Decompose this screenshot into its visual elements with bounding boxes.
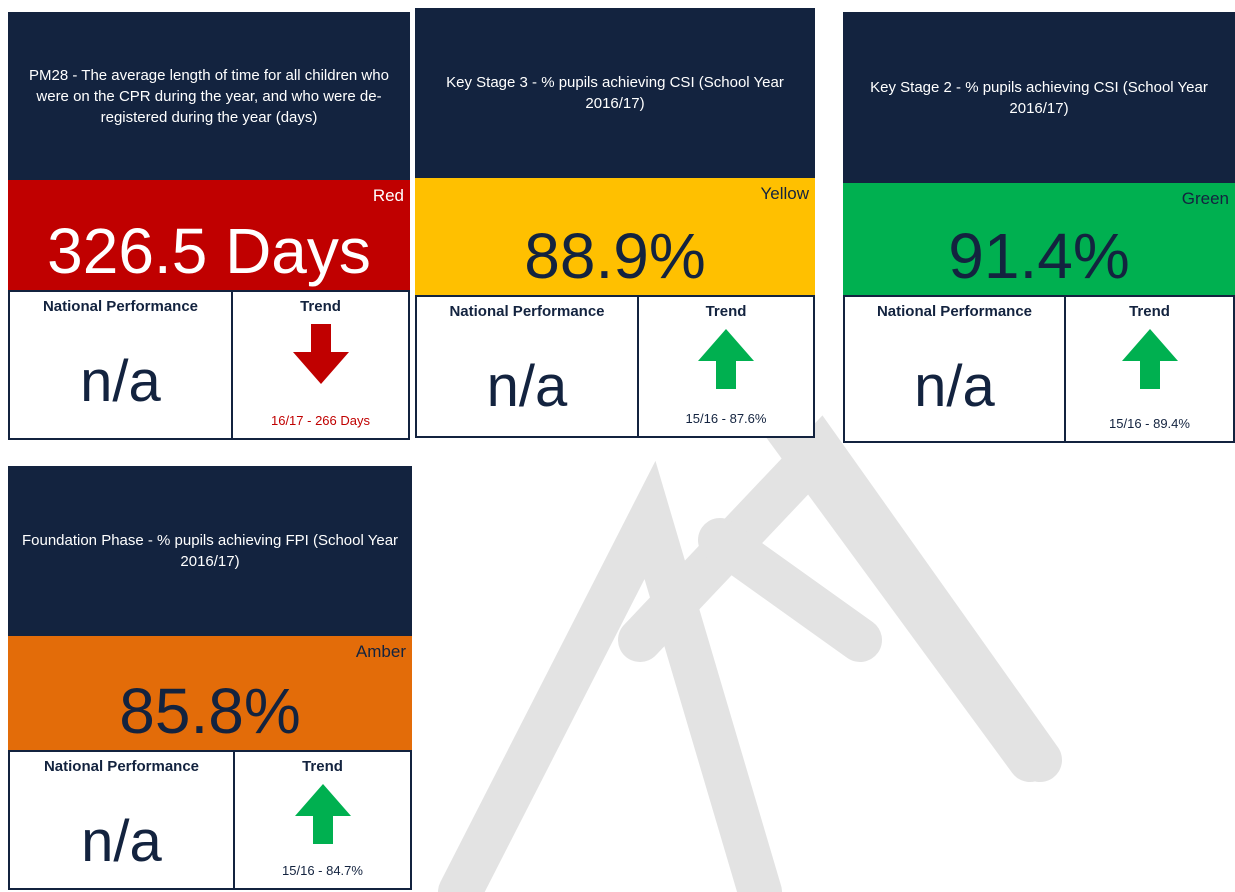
- kpi-card: Foundation Phase - % pupils achieving FP…: [8, 466, 412, 890]
- trend-arrow: [292, 324, 349, 384]
- kpi-value: 85.8%: [119, 675, 301, 747]
- watermark-f-bar: [698, 518, 882, 662]
- trend-text: 15/16 - 87.6%: [685, 411, 767, 426]
- arrow-shape: [1121, 329, 1178, 389]
- national-cell: National Performance n/a: [845, 297, 1066, 441]
- trend-arrow: [698, 329, 754, 389]
- trend-text: 15/16 - 89.4%: [1109, 416, 1190, 431]
- arrow-shape: [292, 324, 349, 384]
- national-value: n/a: [486, 354, 568, 419]
- trend-cell: Trend 15/16 - 87.6%: [639, 297, 813, 436]
- detail-panel: National Performance n/a Trend 15/16 - 89.4…: [843, 295, 1235, 443]
- trend-label: Trend: [1129, 303, 1170, 320]
- trend-label: Trend: [705, 303, 747, 320]
- status-label: Green: [1181, 189, 1229, 208]
- kpi-card: PM28 - The average length of time for al…: [8, 12, 410, 440]
- arrow-shape: [294, 784, 351, 844]
- trend-text: 16/17 - 266 Days: [270, 413, 370, 428]
- trend-text: 15/16 - 84.7%: [282, 863, 363, 878]
- status-band: Green 91.4%: [843, 183, 1235, 295]
- kpi-card: Key Stage 2 - % pupils achieving CSI (Sc…: [843, 12, 1235, 443]
- national-label: National Performance: [876, 303, 1033, 320]
- status-label: Red: [372, 186, 404, 205]
- card-title: Key Stage 2 - % pupils achieving CSI (Sc…: [843, 12, 1235, 183]
- trend-cell: Trend 15/16 - 89.4%: [1066, 297, 1233, 441]
- trend-cell: Trend 15/16 - 84.7%: [235, 752, 410, 888]
- status-band: Red 326.5 Days: [8, 180, 410, 290]
- national-cell: National Performance n/a: [417, 297, 639, 436]
- detail-panel: National Performance n/a Trend 15/16 - 84.7…: [8, 750, 412, 890]
- national-value: n/a: [914, 354, 995, 419]
- national-value: n/a: [81, 809, 162, 874]
- national-cell: National Performance n/a: [10, 292, 233, 438]
- card-title: Key Stage 3 - % pupils achieving CSI (Sc…: [415, 8, 815, 178]
- kpi-card: Key Stage 3 - % pupils achieving CSI (Sc…: [415, 8, 815, 438]
- arrow-shape: [698, 329, 754, 389]
- kpi-value: 88.9%: [524, 220, 706, 292]
- kpi-value: 91.4%: [948, 220, 1130, 292]
- trend-label: Trend: [300, 298, 341, 315]
- national-value: n/a: [80, 349, 161, 414]
- national-cell: National Performance n/a: [10, 752, 235, 888]
- national-label: National Performance: [43, 758, 200, 775]
- status-label: Yellow: [760, 184, 809, 203]
- status-band: Amber 85.8%: [8, 636, 412, 750]
- trend-arrow: [294, 784, 351, 844]
- trend-label: Trend: [302, 758, 343, 775]
- watermark-a: [438, 460, 782, 892]
- card-title: PM28 - The average length of time for al…: [8, 12, 410, 180]
- national-label: National Performance: [449, 303, 605, 320]
- detail-panel: National Performance n/a Trend 15/16 - 87.6…: [415, 295, 815, 438]
- card-title: Foundation Phase - % pupils achieving FP…: [8, 466, 412, 636]
- trend-arrow: [1121, 329, 1178, 389]
- status-label: Amber: [355, 642, 406, 661]
- national-label: National Performance: [42, 298, 199, 315]
- kpi-value: 326.5 Days: [47, 215, 371, 287]
- detail-panel: National Performance n/a Trend 16/17 - 266 …: [8, 290, 410, 440]
- status-band: Yellow 88.9%: [415, 178, 815, 295]
- trend-cell: Trend 16/17 - 266 Days: [233, 292, 408, 438]
